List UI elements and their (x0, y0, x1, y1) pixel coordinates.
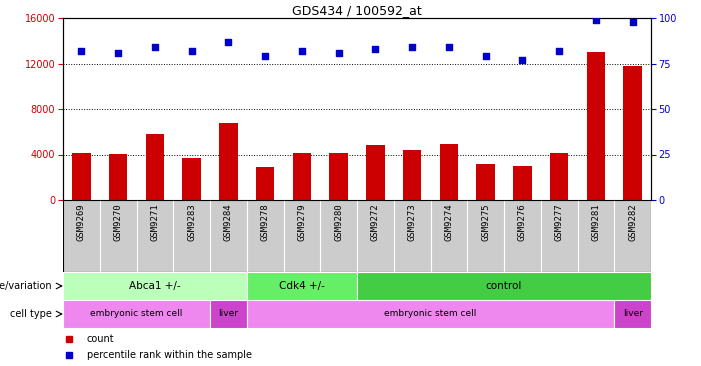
Point (149, 44, 161, 50)
Bar (219, 123, 238, 200)
Point (407, 44, 418, 50)
Bar (247, 272, 357, 300)
Bar (477, 164, 495, 200)
Text: Abca1 +/-: Abca1 +/- (129, 281, 181, 291)
Bar (587, 52, 605, 200)
Bar (623, 66, 642, 200)
Point (259, 53, 271, 59)
Text: GSM9282: GSM9282 (628, 203, 637, 241)
Bar (72, 153, 90, 200)
Text: control: control (486, 281, 522, 291)
Text: GSM9277: GSM9277 (554, 203, 564, 241)
Text: embryonic stem cell: embryonic stem cell (90, 310, 183, 318)
Text: count: count (86, 334, 114, 344)
Bar (550, 153, 569, 200)
Text: liver: liver (622, 310, 643, 318)
Bar (614, 300, 651, 328)
Bar (256, 167, 274, 200)
Bar (513, 166, 531, 200)
Bar (366, 145, 385, 200)
Text: GSM9269: GSM9269 (77, 203, 86, 241)
Point (76, 48, 87, 54)
Point (480, 53, 491, 59)
Text: GSM9275: GSM9275 (481, 203, 490, 241)
Bar (210, 300, 247, 328)
Text: GSM9284: GSM9284 (224, 203, 233, 241)
Text: GSM9272: GSM9272 (371, 203, 380, 241)
Bar (403, 150, 421, 200)
Text: GSM9273: GSM9273 (407, 203, 416, 241)
Bar (357, 272, 651, 300)
Text: GSM9274: GSM9274 (444, 203, 454, 241)
Bar (63, 272, 247, 300)
Text: cell type: cell type (10, 309, 52, 319)
Text: GSM9279: GSM9279 (297, 203, 306, 241)
Text: GSM9276: GSM9276 (518, 203, 527, 241)
Bar (146, 134, 164, 200)
Point (554, 48, 565, 54)
Text: liver: liver (219, 310, 238, 318)
Point (590, 17, 601, 23)
Point (223, 39, 234, 45)
Text: embryonic stem cell: embryonic stem cell (384, 310, 477, 318)
Text: GSM9270: GSM9270 (114, 203, 123, 241)
Bar (293, 153, 311, 200)
Point (517, 57, 528, 63)
Bar (329, 153, 348, 200)
Bar (440, 144, 458, 200)
Point (186, 48, 197, 54)
Text: genotype/variation: genotype/variation (0, 281, 52, 291)
Bar (63, 300, 210, 328)
Point (369, 46, 381, 52)
Point (443, 44, 454, 50)
Text: GSM9278: GSM9278 (261, 203, 270, 241)
Point (113, 50, 124, 56)
Title: GDS434 / 100592_at: GDS434 / 100592_at (292, 4, 422, 17)
Text: GSM9271: GSM9271 (151, 203, 159, 241)
Point (297, 48, 308, 54)
Bar (247, 300, 614, 328)
Point (627, 19, 638, 25)
Text: GSM9280: GSM9280 (334, 203, 343, 241)
Bar (182, 158, 200, 200)
Bar (109, 154, 128, 200)
Point (333, 50, 344, 56)
Text: GSM9281: GSM9281 (592, 203, 600, 241)
Text: GSM9283: GSM9283 (187, 203, 196, 241)
Text: percentile rank within the sample: percentile rank within the sample (86, 350, 252, 361)
Text: Cdk4 +/-: Cdk4 +/- (279, 281, 325, 291)
